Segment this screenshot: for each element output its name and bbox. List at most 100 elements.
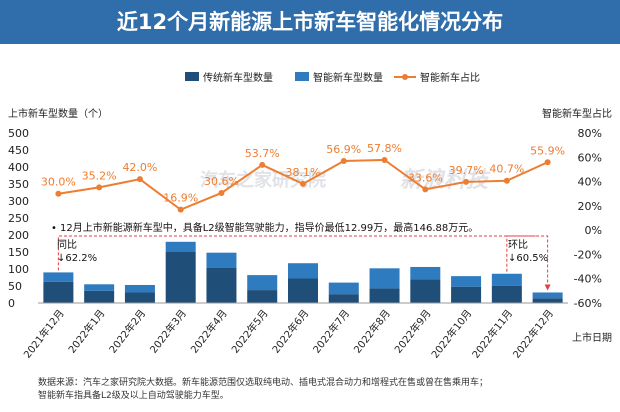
y-tick-label: 450: [8, 144, 29, 157]
y2-tick-label: -20%: [574, 248, 602, 261]
bar-smart: [328, 282, 359, 295]
mom-arrow: [544, 284, 551, 291]
legend-traditional-label: 传统新车型数量: [203, 71, 273, 84]
y-tick-label: 100: [8, 263, 29, 276]
bar-traditional: [288, 278, 318, 303]
y2-tick-label: 0%: [585, 224, 602, 237]
bar-traditional: [491, 285, 522, 303]
ratio-point: [503, 177, 510, 184]
ratio-point: [218, 189, 225, 196]
x-tick-label: 2022年4月: [188, 307, 230, 356]
y-tick-label: 200: [8, 229, 29, 242]
annotation-text: 12月上市新能源新车型中，具备L2级智能驾驶能力，指导价最低12.99万，最高1…: [60, 221, 478, 234]
legend-smart-swatch: [295, 72, 309, 81]
x-tick-label: 2022年12月: [510, 307, 556, 361]
yoy-bracket: [57, 235, 536, 271]
ratio-data-label: 35.2%: [82, 169, 117, 182]
ratio-data-label: 33.6%: [408, 171, 443, 184]
x-tick-label: 2022年2月: [106, 307, 148, 356]
bar-traditional: [124, 292, 155, 303]
mom-bracket: [506, 235, 549, 289]
y-tick-label: 250: [8, 212, 29, 225]
y-tick-label: 50: [8, 280, 22, 293]
y2-tick-label: -40%: [574, 273, 602, 286]
ratio-point: [463, 178, 470, 185]
bar-smart: [288, 263, 318, 279]
y-tick-label: 400: [8, 161, 29, 174]
x-tick-label: 2021年12月: [21, 307, 67, 361]
bar-traditional: [206, 267, 237, 303]
ratio-data-label: 53.7%: [245, 147, 280, 160]
bar-traditional: [451, 286, 482, 303]
x-tick-label: 2022年3月: [147, 307, 189, 356]
bar-smart: [124, 284, 155, 293]
ratio-data-label: 38.1%: [286, 166, 321, 179]
ratio-point: [55, 190, 62, 197]
bar-smart: [165, 241, 196, 252]
bar-smart: [491, 273, 522, 286]
ratio-data-label: 30.0%: [41, 176, 76, 189]
bar-smart: [369, 268, 400, 289]
bar-traditional: [369, 288, 400, 303]
bar-smart: [84, 284, 115, 291]
mom-value: ↓60.5%: [508, 253, 548, 264]
y2-tick-label: 60%: [578, 151, 602, 164]
ratio-data-label: 42.0%: [122, 161, 157, 174]
y2-axis-title: 智能新车型占比: [542, 107, 612, 120]
ratio-point: [259, 161, 266, 168]
legend-ratio-marker: [402, 74, 408, 80]
y-tick-label: 350: [8, 178, 29, 191]
y2-tick-label: 40%: [578, 176, 602, 189]
bar-traditional: [410, 279, 441, 303]
x-tick-label: 2022年11月: [469, 307, 515, 361]
ratio-data-label: 57.8%: [367, 142, 402, 155]
y-tick-label: 0: [8, 297, 15, 310]
x-tick-label: 2022年1月: [65, 307, 107, 356]
title-bar: [0, 0, 620, 44]
y2-tick-label: -60%: [574, 297, 602, 310]
x-tick-label: 2022年7月: [310, 307, 352, 356]
data-source-line-1: 数据来源：汽车之家研究院大数据。新车能源范围仅选取纯电动、插电式混合动力和增程式…: [38, 378, 489, 388]
legend-smart-label: 智能新车型数量: [313, 71, 383, 84]
y-tick-label: 500: [8, 127, 29, 140]
x-tick-label: 2022年5月: [228, 307, 270, 356]
ratio-data-label: 30.6%: [204, 175, 239, 188]
y-axis-title: 上市新车型数量（个）: [8, 107, 108, 120]
bar-traditional: [84, 290, 115, 303]
x-tick-label: 2022年6月: [269, 307, 311, 356]
ratio-point: [300, 180, 306, 187]
data-source: 数据来源：汽车之家研究院大数据。新车能源范围仅选取纯电动、插电式混合动力和增程式…: [38, 377, 488, 403]
ratio-point: [381, 156, 388, 163]
bar-smart: [247, 275, 278, 291]
x-axis-title: 上市日期: [572, 331, 612, 344]
ratio-point: [340, 158, 347, 165]
legend-ratio-label: 智能新车占比: [420, 71, 480, 84]
ratio-data-label: 40.7%: [489, 163, 524, 176]
ratio-data-label: 16.9%: [163, 192, 198, 205]
ratio-point: [177, 206, 184, 213]
legend-traditional-swatch: [185, 72, 199, 81]
y2-tick-label: 20%: [578, 200, 602, 213]
yoy-value: ↓62.2%: [57, 253, 97, 264]
page-title: 近12个月新能源上市新车智能化情况分布: [116, 10, 504, 34]
mom-label: 环比: [508, 239, 528, 251]
bar-smart: [451, 276, 482, 287]
x-tick-label: 2022年8月: [351, 307, 393, 356]
chart: 0 50 100 150 200 250 300 350 400 450 500 -60% -40% -2…: [8, 71, 612, 361]
ratio-data-label: 39.7%: [449, 164, 484, 177]
ratio-data-label: 55.9%: [530, 144, 565, 157]
y-tick-label: 150: [8, 246, 29, 259]
bar-traditional: [247, 290, 278, 303]
bar-smart: [410, 266, 441, 280]
ratio-data-label: 56.9%: [326, 143, 361, 156]
bar-smart: [206, 252, 237, 268]
ratio-point: [136, 176, 143, 183]
data-source-line-2: 智能新车指具备L2级及以上自动驾驶能力车型。: [38, 391, 229, 401]
x-tick-label: 2022年9月: [392, 307, 434, 356]
ratio-point: [422, 186, 429, 193]
y-tick-label: 300: [8, 195, 29, 208]
x-tick-label: 2022年10月: [428, 307, 474, 361]
yoy-label: 同比: [57, 239, 77, 251]
ratio-point: [96, 184, 103, 191]
annotation-bullet: •: [51, 223, 57, 234]
